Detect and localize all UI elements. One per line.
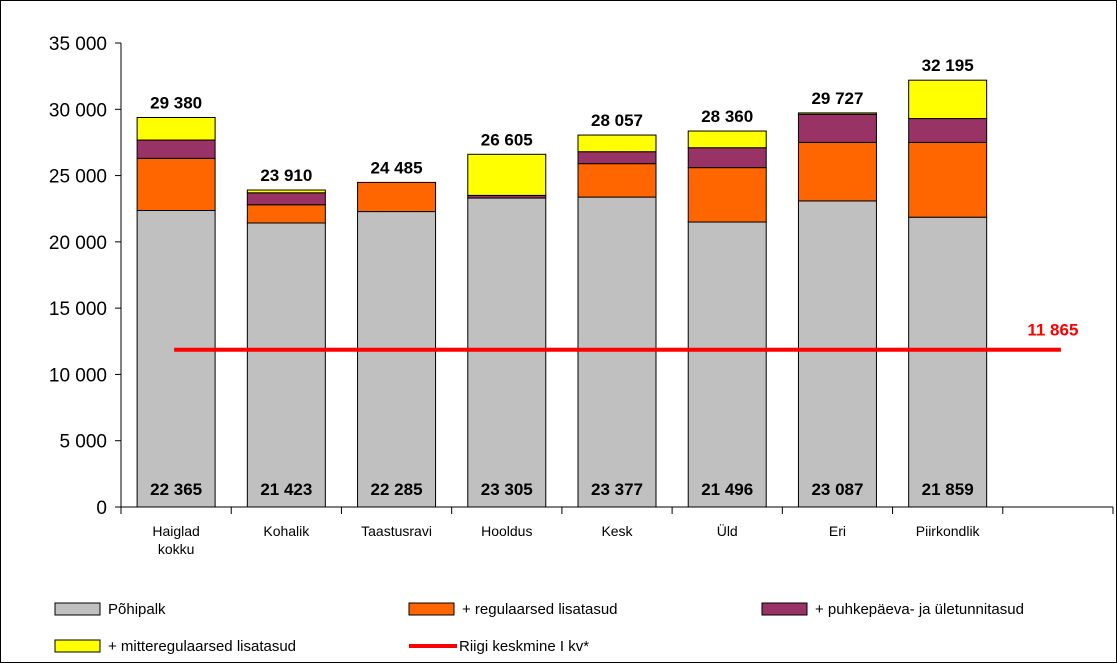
bar-stack [136,117,216,508]
bar-base-label: 21 496 [701,480,753,499]
bar-stack [357,181,437,508]
bar-base-label: 21 859 [922,480,974,499]
bar-segment [687,221,767,508]
legend-item: Põhipalk [54,601,166,618]
x-tick-label: Kohalik [263,523,310,539]
bar-segment [908,118,988,143]
x-tick-label: Taastusravi [361,523,432,539]
bar-segment [908,216,988,508]
bar-segment [797,112,877,115]
legend-item: + puhkepäeva- ja ületunnitasud [761,601,1024,618]
y-tick-label: 35 000 [49,34,107,55]
bar-segment [908,141,988,218]
legend-label: + puhkepäeva- ja ületunnitasud [815,601,1024,618]
x-tick-label: Kesk [601,523,633,539]
legend-label: Põhipalk [108,601,166,618]
bar-total-label: 28 360 [701,107,753,126]
x-tick-label: Haiglad [152,523,199,539]
reference-line-label: 11 865 [1027,321,1078,340]
bar-total-label: 32 195 [922,56,974,75]
bar-base-label: 23 377 [591,480,643,499]
bar-stack [797,112,877,508]
bar-stack [467,153,547,508]
bar-stack [577,134,657,508]
x-tick-label: Eri [829,523,846,539]
plot-area: 0 5 000 10 000 15 000 20 000 25 000 30 000 35 0… [49,34,1114,557]
y-tick-label: 25 000 [49,167,107,188]
bar-total-label: 26 605 [481,130,533,149]
bar-base-label: 22 365 [150,480,202,499]
bar-segment [797,141,877,202]
x-tick-label: kokku [158,541,195,557]
legend-swatch [761,602,808,616]
legend-swatch [54,602,101,616]
x-tick-label: Üld [717,522,738,539]
bar-base-label: 21 423 [260,480,312,499]
bar-segment [136,117,216,141]
y-tick-label: 20 000 [49,233,107,254]
bar-stack [687,130,767,508]
bar-segment [797,200,877,508]
legend-item: + regulaarsed lisatasud [408,601,618,618]
bar-stack [908,79,988,508]
bar-total-label: 23 910 [260,166,312,185]
bar-total-label: 28 057 [591,111,643,130]
bar-total-label: 29 380 [150,94,202,113]
bar-segment [577,196,657,508]
bar-segment [357,211,437,508]
bar-segment [467,197,547,508]
bar-segment [687,167,767,223]
bar-segment [577,134,657,153]
y-tick-label: 10 000 [49,365,107,386]
bar-segment [246,222,326,508]
bar-segment [687,147,767,169]
y-tick-label: 15 000 [49,299,107,320]
bar-base-label: 23 087 [811,480,863,499]
y-tick-label: 0 [96,498,107,519]
y-tick-label: 30 000 [49,100,107,121]
bar-segment [136,210,216,508]
bar-segment [577,151,657,165]
bar-segment [246,204,326,224]
legend-label: + mitteregulaarsed lisatasud [108,638,296,655]
bar-segment [908,79,988,120]
legend-label: + regulaarsed lisatasud [462,601,618,618]
legend-item: Riigi keskmine I kv* [409,638,589,655]
bar-total-label: 24 485 [371,158,423,177]
bar-segment [687,130,767,149]
bar-segment [797,113,877,143]
legend-item: + mitteregulaarsed lisatasud [54,638,296,655]
y-tick-label: 5 000 [59,432,107,453]
bar-segment [136,139,216,159]
bar-base-label: 23 305 [481,480,533,499]
x-tick-label: Piirkondlik [916,523,981,539]
bar-segment [577,163,657,198]
bar-total-label: 29 727 [811,89,863,108]
legend-label: Riigi keskmine I kv* [459,638,589,655]
bar-base-label: 22 285 [371,480,423,499]
legend-swatch [54,639,101,653]
bar-segment [136,157,216,212]
bar-segment [246,192,326,206]
legend: Põhipalk + regulaarsed lisatasud + puhkepä… [54,601,1024,655]
bar-segment [357,181,437,213]
bar-segment [467,153,547,196]
legend-swatch [408,602,455,616]
bar-segment [246,189,326,194]
bar-stack [246,189,326,508]
x-tick-label: Hooldus [481,523,532,539]
